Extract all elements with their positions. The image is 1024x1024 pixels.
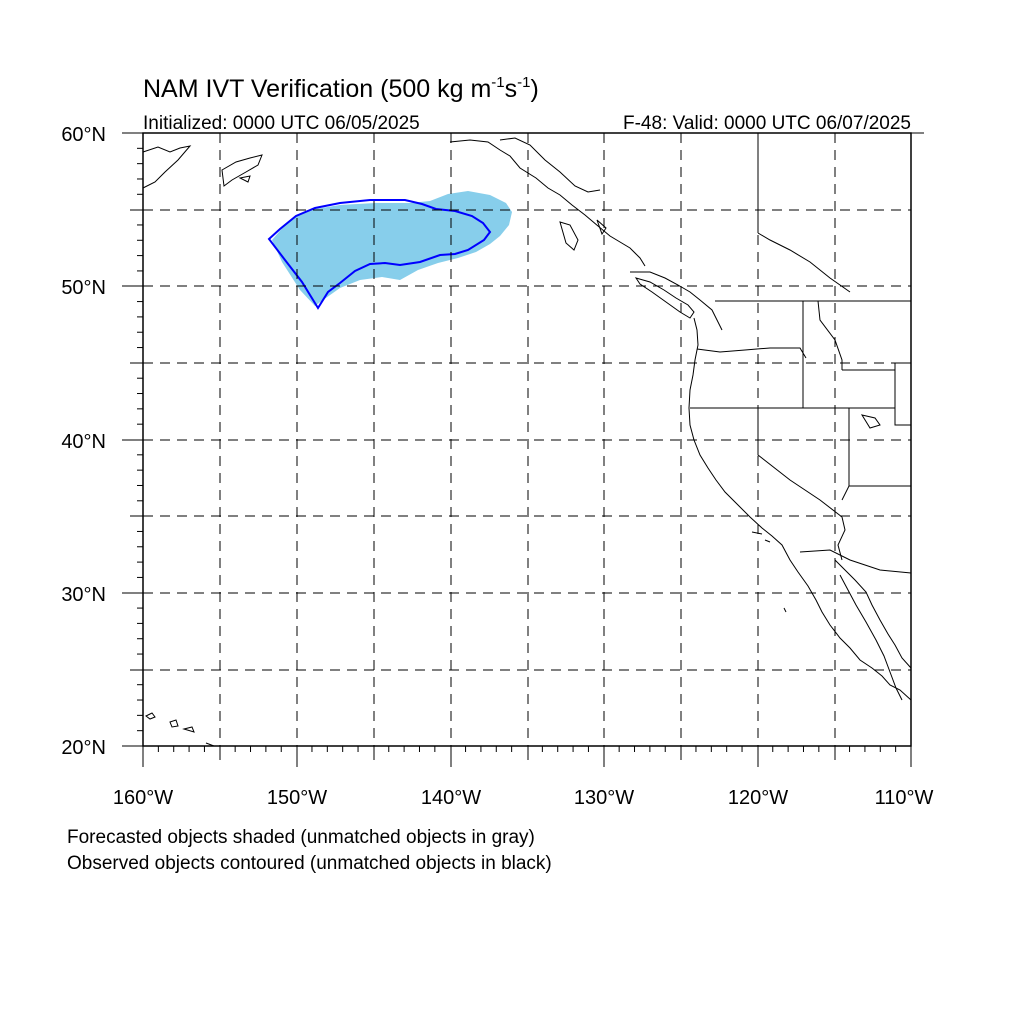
lon-label: 130°W bbox=[574, 787, 634, 809]
legend-forecast-note: Forecasted objects shaded (unmatched obj… bbox=[67, 827, 535, 848]
map-title: NAM IVT Verification (500 kg m-1s-1) bbox=[143, 74, 539, 103]
lon-label: 120°W bbox=[728, 787, 788, 809]
lon-label: 110°W bbox=[875, 787, 934, 809]
map-gridlines bbox=[143, 133, 911, 746]
valid-time-label: F-48: Valid: 0000 UTC 06/07/2025 bbox=[623, 113, 911, 134]
forecast-object bbox=[272, 191, 512, 306]
lon-label: 150°W bbox=[267, 787, 327, 809]
lat-label: 40°N bbox=[61, 431, 106, 453]
axis-ticks bbox=[122, 132, 924, 767]
minor-ticks bbox=[137, 147, 897, 752]
lon-label: 140°W bbox=[421, 787, 481, 809]
legend-observed-note: Observed objects contoured (unmatched ob… bbox=[67, 853, 552, 874]
coastlines bbox=[142, 133, 912, 747]
lat-label: 30°N bbox=[61, 584, 106, 606]
lat-label: 20°N bbox=[61, 737, 106, 759]
longitude-labels: 160°W 150°W 140°W 130°W 120°W 110°W bbox=[113, 787, 934, 809]
latitude-labels: 20°N 30°N 40°N 50°N 60°N bbox=[61, 124, 106, 759]
initialized-label: Initialized: 0000 UTC 06/05/2025 bbox=[143, 113, 420, 134]
observed-object-contour bbox=[267, 199, 492, 310]
lat-label: 60°N bbox=[61, 124, 106, 146]
lon-label: 160°W bbox=[113, 787, 173, 809]
lat-label: 50°N bbox=[61, 277, 106, 299]
